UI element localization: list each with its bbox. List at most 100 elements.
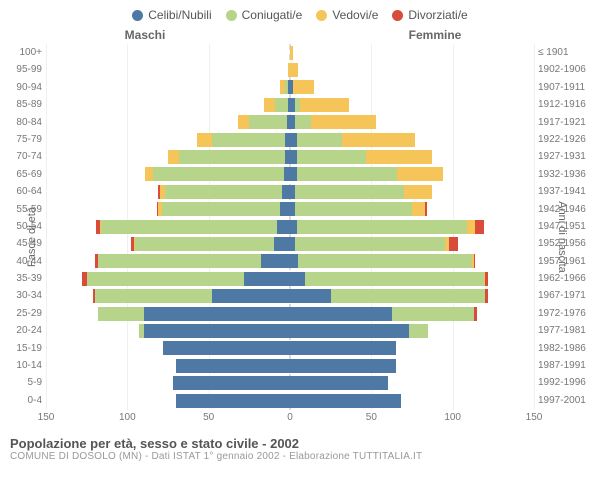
female-bar [290,374,534,391]
female-bar [290,270,534,287]
age-label: 10-14 [0,357,42,374]
seg-c [144,324,290,338]
female-bar [290,218,534,235]
seg-d [474,307,477,321]
year-label: 1967-1971 [538,287,600,304]
legend-label: Celibi/Nubili [148,8,211,22]
year-label: 1912-1916 [538,96,600,113]
age-label: 40-44 [0,253,42,270]
age-label: 25-29 [0,305,42,322]
age-row: 10-141987-1991 [46,357,534,374]
chart-subtitle: COMUNE DI DOSOLO (MN) - Dati ISTAT 1° ge… [10,451,590,462]
seg-w [412,202,425,216]
seg-w [145,167,153,181]
seg-m [98,254,261,268]
legend-item: Vedovi/e [316,8,378,22]
seg-m [162,202,281,216]
seg-c [290,324,409,338]
male-bar [46,253,290,270]
male-bar [46,357,290,374]
seg-w [290,63,298,77]
seg-c [176,394,290,408]
female-bar [290,357,534,374]
male-bar [46,61,290,78]
seg-d [485,289,488,303]
seg-w [366,150,431,164]
seg-m [275,98,288,112]
seg-w [397,167,443,181]
year-label: 1962-1966 [538,270,600,287]
seg-c [144,307,290,321]
female-bar [290,392,534,409]
seg-c [290,394,401,408]
seg-w [467,220,475,234]
age-row: 40-441957-1961 [46,253,534,270]
legend-item: Divorziati/e [392,8,467,22]
female-bar [290,79,534,96]
age-row: 90-941907-1911 [46,79,534,96]
year-label: 1942-1946 [538,201,600,218]
seg-w [311,115,376,129]
seg-w [168,150,179,164]
rows-container: 100+≤ 190195-991902-190690-941907-191185… [46,44,534,410]
male-bar [46,392,290,409]
seg-m [297,167,398,181]
year-label: 1997-2001 [538,392,600,409]
female-bar [290,166,534,183]
age-label: 100+ [0,44,42,61]
seg-m [305,272,484,286]
age-row: 35-391962-1966 [46,270,534,287]
seg-c [277,220,290,234]
female-label: Femmine [290,28,580,42]
male-bar [46,235,290,252]
seg-c [176,359,290,373]
age-label: 80-84 [0,114,42,131]
age-label: 15-19 [0,340,42,357]
seg-m [295,237,445,251]
year-label: 1922-1926 [538,131,600,148]
age-label: 20-24 [0,322,42,339]
x-tick: 100 [119,412,136,423]
x-tick: 100 [444,412,461,423]
year-label: 1982-1986 [538,340,600,357]
seg-m [212,133,285,147]
year-label: 1977-1981 [538,322,600,339]
age-label: 70-74 [0,148,42,165]
seg-m [298,254,472,268]
year-label: 1987-1991 [538,357,600,374]
male-bar [46,270,290,287]
female-bar [290,96,534,113]
male-bar [46,131,290,148]
age-row: 20-241977-1981 [46,322,534,339]
year-label: 1932-1936 [538,166,600,183]
female-bar [290,305,534,322]
age-row: 65-691932-1936 [46,166,534,183]
seg-c [173,376,290,390]
age-row: 100+≤ 1901 [46,44,534,61]
seg-m [295,185,404,199]
seg-c [244,272,290,286]
legend-swatch [316,10,327,21]
year-label: 1917-1921 [538,114,600,131]
seg-c [282,185,290,199]
age-label: 30-34 [0,287,42,304]
legend-swatch [392,10,403,21]
seg-d [485,272,488,286]
seg-c [290,376,388,390]
seg-m [165,185,282,199]
seg-c [261,254,290,268]
legend-swatch [132,10,143,21]
seg-m [409,324,429,338]
x-axis: 15010050050100150 [46,410,534,430]
seg-d [475,220,483,234]
age-row: 25-291972-1976 [46,305,534,322]
seg-m [179,150,285,164]
male-bar [46,322,290,339]
seg-d [449,237,457,251]
female-bar [290,322,534,339]
seg-w [300,98,349,112]
age-row: 55-591942-1946 [46,201,534,218]
seg-m [295,202,412,216]
age-row: 60-641937-1941 [46,183,534,200]
female-bar [290,253,534,270]
